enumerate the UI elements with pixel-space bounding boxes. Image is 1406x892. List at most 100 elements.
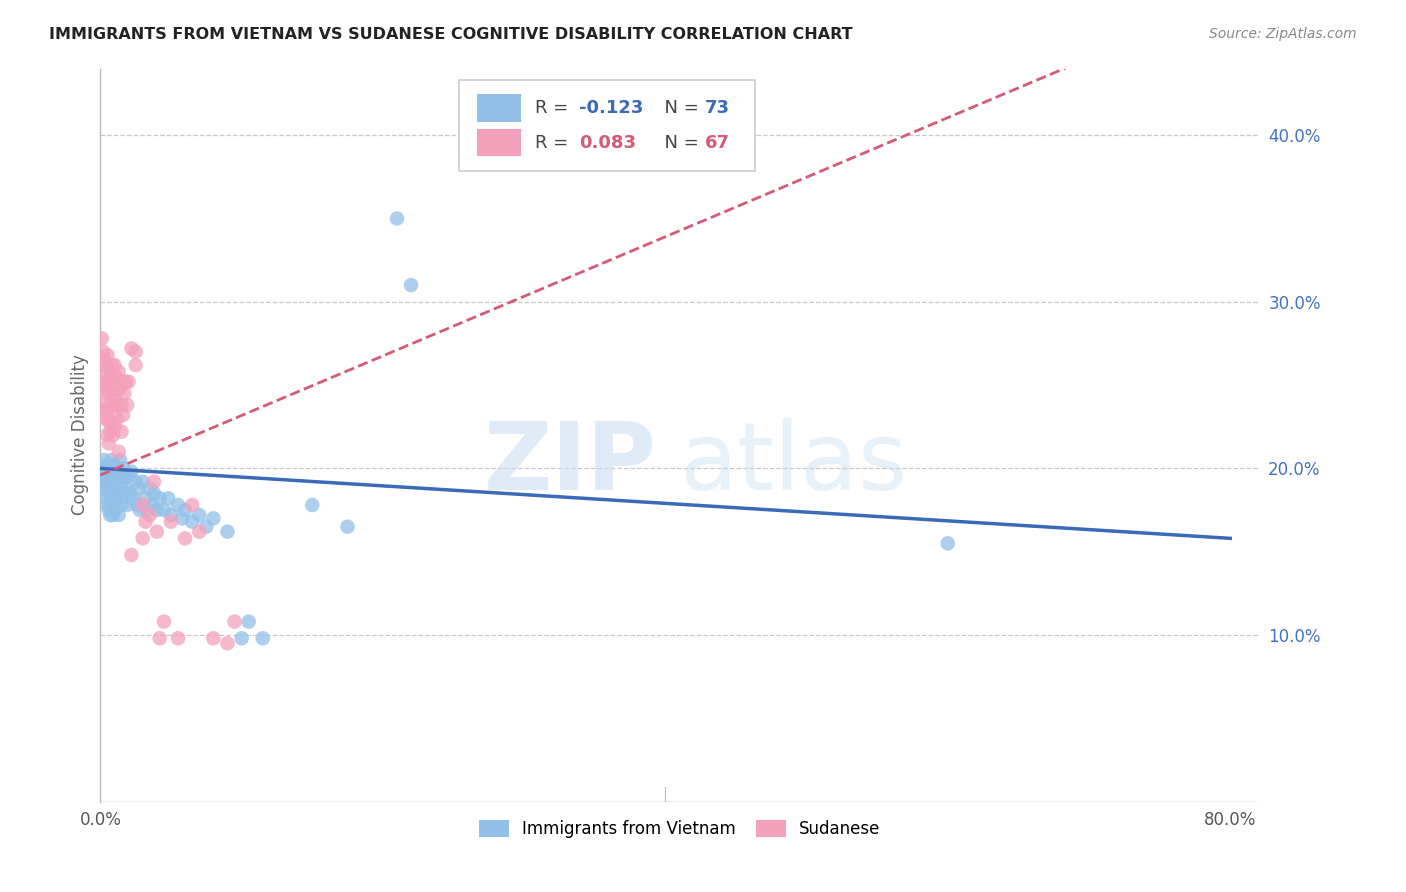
Point [100,358,122,372]
Point [301,498,323,512]
Text: R =: R = [534,134,574,152]
Point [399,278,422,293]
Point [167,498,190,512]
Point [132,498,155,512]
Text: atlas: atlas [679,418,908,510]
Point [97,361,120,376]
Point [107,365,129,379]
Point [188,508,211,522]
Point [97,503,120,517]
Point [91,481,114,495]
Point [103,392,125,406]
Point [181,498,204,512]
Point [104,398,127,412]
Point [112,386,135,401]
Point [93,475,115,489]
Point [96,428,118,442]
Point [103,458,125,472]
Point [96,348,118,362]
FancyBboxPatch shape [477,128,520,156]
Point [120,465,142,479]
Point [111,461,134,475]
Text: 67: 67 [704,134,730,152]
Point [136,503,159,517]
Text: N =: N = [652,134,704,152]
Point [124,344,146,359]
Point [149,632,172,646]
Point [110,425,132,439]
Point [142,498,165,512]
Point [91,344,114,359]
Point [132,532,155,546]
Point [107,444,129,458]
Point [217,636,239,650]
Point [120,548,142,562]
Point [93,403,115,417]
Point [98,508,121,522]
Point [96,478,118,492]
Point [121,491,143,506]
Point [124,475,146,489]
Point [104,491,127,506]
Point [195,519,218,533]
FancyBboxPatch shape [477,95,520,122]
Point [97,415,120,429]
Point [167,632,190,646]
Y-axis label: Cognitive Disability: Cognitive Disability [72,355,89,516]
Point [153,503,176,517]
Point [118,486,141,500]
Point [98,425,121,439]
Point [139,481,162,495]
Point [100,453,122,467]
Point [100,415,122,429]
Point [160,515,183,529]
Point [135,491,157,506]
Point [94,358,117,372]
Point [135,515,157,529]
Legend: Immigrants from Vietnam, Sudanese: Immigrants from Vietnam, Sudanese [472,813,887,845]
Point [110,398,132,412]
Point [127,481,149,495]
Point [110,498,132,512]
Point [96,403,118,417]
Point [94,411,117,425]
Point [112,469,135,483]
Point [110,475,132,489]
Text: N =: N = [652,99,704,117]
Point [100,386,122,401]
Point [94,465,117,479]
Point [157,491,180,506]
Point [117,469,139,483]
Point [103,358,125,372]
Point [103,503,125,517]
Point [97,461,120,475]
Point [108,381,131,395]
Point [115,498,138,512]
Point [936,536,959,550]
Point [146,503,169,517]
Point [101,369,124,384]
Point [125,498,148,512]
Point [111,375,134,389]
Point [181,515,204,529]
Point [100,475,122,489]
Point [128,503,150,517]
Point [101,428,124,442]
Point [97,486,120,500]
Point [103,419,125,434]
Point [146,524,169,539]
Point [96,458,118,472]
FancyBboxPatch shape [460,79,755,171]
Point [105,411,128,425]
Point [98,465,121,479]
Point [104,369,127,384]
Point [111,486,134,500]
Point [101,486,124,500]
Point [96,498,118,512]
Point [93,453,115,467]
Point [105,461,128,475]
Point [105,381,128,395]
Point [174,503,197,517]
Text: -0.123: -0.123 [579,99,643,117]
Point [115,398,138,412]
